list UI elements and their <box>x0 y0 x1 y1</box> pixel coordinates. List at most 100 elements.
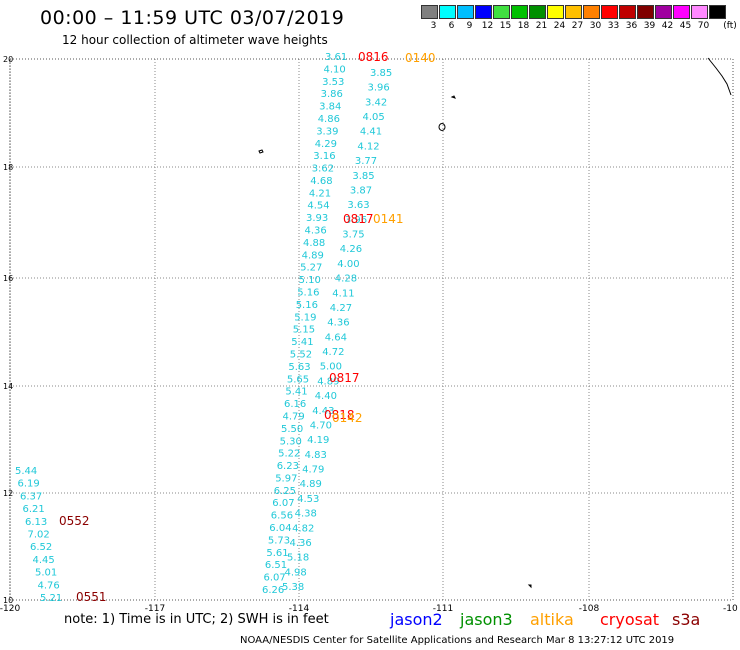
lat-tick-label: 12 <box>3 489 13 498</box>
legend-label: 6 <box>448 21 455 31</box>
wave-height-value: 6.23 <box>277 461 299 472</box>
wave-height-value: 6.16 <box>284 399 306 410</box>
track-b: 3.85 3.96 3.42 4.05 4.41 4.12 3.77 3.85 3.87 3.63… <box>282 68 392 593</box>
wave-height-value: 3.86 <box>321 89 343 100</box>
lon-tick-label: -114 <box>289 604 310 614</box>
wave-height-value: 4.19 <box>307 435 329 446</box>
wave-height-value: 4.89 <box>302 250 324 261</box>
satellite-label: cryosat <box>600 610 660 629</box>
wave-height-value: 5.19 <box>294 312 316 323</box>
wave-height-value: 3.62 <box>312 164 334 175</box>
time-tag: 0141 <box>373 212 404 226</box>
satellite-label: s3a <box>672 610 701 629</box>
wave-height-value: 6.04 <box>269 523 291 534</box>
lat-tick-label: 16 <box>3 274 13 283</box>
wave-height-value: 4.12 <box>357 141 379 152</box>
wave-height-value: 5.21 <box>40 593 62 604</box>
island <box>527 584 532 589</box>
wave-height-value: 4.89 <box>300 479 322 490</box>
island <box>258 149 264 154</box>
wave-height-value: 3.85 <box>370 68 392 79</box>
lat-tick-label: 18 <box>3 163 13 172</box>
wave-height-value: 4.38 <box>295 509 317 520</box>
legend-swatch <box>691 5 708 19</box>
legend-label: 30 <box>589 21 602 31</box>
legend-label: 70 <box>697 21 710 31</box>
legend-swatch <box>673 5 690 19</box>
wave-height-value: 4.26 <box>340 244 362 255</box>
wave-height-value: 5.44 <box>15 466 37 477</box>
wave-height-value: 5.30 <box>280 436 302 447</box>
legend-swatch <box>709 5 726 19</box>
wave-height-value: 4.36 <box>290 538 312 549</box>
wave-height-value: 4.54 <box>307 201 329 212</box>
wave-height-value: 3.61 <box>325 52 347 63</box>
wave-height-value: 4.79 <box>302 465 324 476</box>
wave-height-value: 4.53 <box>297 494 319 505</box>
wave-height-value: 4.82 <box>292 523 314 534</box>
legend-label: 36 <box>625 21 638 31</box>
wave-height-value: 3.39 <box>316 126 338 137</box>
satellite-label: altika <box>530 610 574 629</box>
wave-height-value: 6.51 <box>265 560 287 571</box>
wave-height-value: 4.72 <box>322 347 344 358</box>
wave-height-value: 5.15 <box>293 325 315 336</box>
lon-tick-label: -120 <box>0 604 20 614</box>
legend-swatch <box>457 5 474 19</box>
lon-tick-label: -117 <box>145 604 165 614</box>
legend-swatch <box>619 5 636 19</box>
wave-height-value: 4.83 <box>305 450 327 461</box>
wave-height-value: 4.68 <box>310 176 332 187</box>
map-grid <box>9 58 734 601</box>
lon-tick-label: -108 <box>579 604 600 614</box>
legend-swatch <box>565 5 582 19</box>
track-a: 3.614.10 3.533.86 3.844.863.39 4.293.16 3.62… <box>262 52 347 596</box>
wave-height-value: 4.86 <box>318 114 340 125</box>
legend-swatch <box>439 5 456 19</box>
wave-height-value: 4.28 <box>335 274 357 285</box>
wave-height-value: 4.64 <box>325 332 347 343</box>
wave-height-value: 3.93 <box>306 213 328 224</box>
wave-height-value: 4.11 <box>332 288 354 299</box>
wave-height-value: 4.36 <box>327 318 349 329</box>
wave-height-value: 3.53 <box>322 77 344 88</box>
legend-swatch <box>421 5 438 19</box>
legend-label: 33 <box>607 21 620 31</box>
wave-height-value: 4.88 <box>303 238 325 249</box>
wave-height-value: 6.13 <box>25 517 47 528</box>
wave-height-value: 5.10 <box>299 275 321 286</box>
satellite-label: jason2 <box>390 610 443 629</box>
wave-height-value: 5.18 <box>287 553 309 564</box>
wave-height-value: 3.84 <box>319 102 341 113</box>
wave-height-value: 5.01 <box>35 568 57 579</box>
wave-height-value: 5.97 <box>275 473 297 484</box>
wave-height-value: 4.98 <box>285 567 307 578</box>
lon-tick-label: -111 <box>433 604 453 614</box>
wave-height-value: 5.41 <box>291 337 313 348</box>
time-tag: 0142 <box>332 411 363 425</box>
wave-height-value: 6.07 <box>264 573 286 584</box>
coastline-segment <box>707 57 732 96</box>
wave-height-value: 6.19 <box>18 479 40 490</box>
wave-height-value: 4.29 <box>315 139 337 150</box>
wave-height-value: 5.22 <box>278 449 300 460</box>
legend-label: 45 <box>679 21 692 31</box>
legend-swatch <box>547 5 564 19</box>
wave-height-value: 4.00 <box>337 259 359 270</box>
lat-tick-label: 14 <box>3 382 13 391</box>
coastline <box>258 57 732 589</box>
track-c: 5.44 6.196.37 6.21 6.13 7.026.52 4.45 5.014.76… <box>15 466 62 604</box>
legend-label: 24 <box>553 21 566 31</box>
wave-height-value: 5.00 <box>320 362 342 373</box>
lon-tick-label: -10 <box>723 604 738 614</box>
wave-height-value: 4.43 <box>312 406 334 417</box>
wave-height-value: 3.87 <box>350 186 372 197</box>
wave-height-value: 6.56 <box>271 511 293 522</box>
wave-height-value: 6.26 <box>262 585 284 596</box>
wave-height-value: 5.61 <box>266 548 288 559</box>
legend-label: 21 <box>535 21 548 31</box>
wave-height-value: 6.52 <box>30 542 52 553</box>
wave-height-value: 3.85 <box>352 171 374 182</box>
wave-height-value: 5.52 <box>290 350 312 361</box>
page-subtitle: 12 hour collection of altimeter wave hei… <box>62 33 328 47</box>
